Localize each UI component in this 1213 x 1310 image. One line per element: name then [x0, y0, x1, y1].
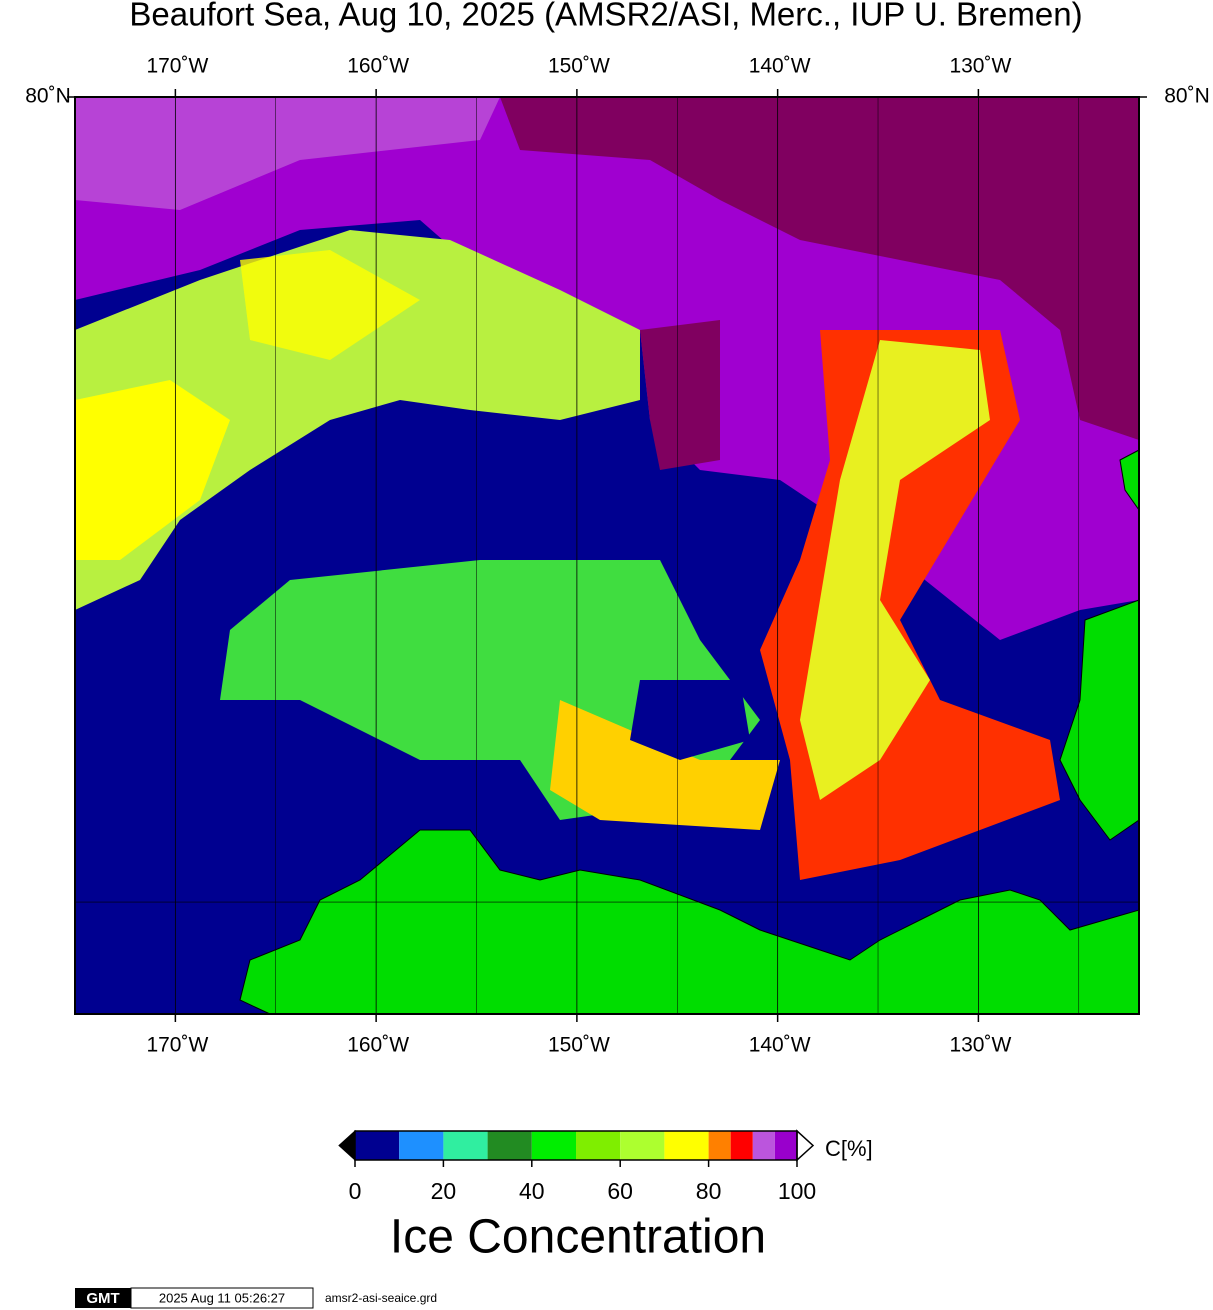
- logo: GMT: [86, 1290, 119, 1307]
- timestamp: 2025 Aug 11 05:26:27: [159, 1290, 285, 1305]
- lon-label: 150˚W: [548, 55, 610, 78]
- colorbar-bin: [730, 1131, 753, 1160]
- ice-zone: [550, 700, 780, 830]
- colorbar-tick-label: 100: [778, 1178, 816, 1204]
- colorbar-unit: C[%]: [825, 1136, 873, 1161]
- lon-label: 130˚W: [949, 1034, 1011, 1057]
- colorbar-bin: [487, 1131, 532, 1160]
- lon-label: 170˚W: [146, 1034, 208, 1057]
- file-name: amsr2-asi-seaice.grd: [325, 1291, 437, 1305]
- colorbar-bin: [774, 1131, 797, 1160]
- colorbar-bin: [708, 1131, 731, 1160]
- lon-label: 140˚W: [749, 1034, 811, 1057]
- timestamp-box: [130, 1287, 314, 1309]
- colorbar-tick-label: 0: [349, 1178, 362, 1204]
- ice-zone: [75, 230, 640, 610]
- colorbar-bin: [443, 1131, 488, 1160]
- ice-zone: [75, 380, 230, 560]
- ice-zone: [240, 250, 420, 360]
- ice-zone: [500, 97, 1139, 440]
- map-title: Beaufort Sea, Aug 10, 2025 (AMSR2/ASI, M…: [129, 0, 1082, 33]
- footer: GMT 2025 Aug 11 05:26:27 amsr2-asi-seaic…: [75, 1287, 437, 1309]
- map: [75, 97, 1140, 1015]
- graticule: 170˚W 170˚W 160˚W 160˚W 150˚W 150˚W 140˚W 140˚W…: [25, 55, 1210, 1057]
- colorbar-bin: [399, 1131, 444, 1160]
- lon-label: 160˚W: [347, 55, 409, 78]
- colorbar-bin: [664, 1131, 709, 1160]
- colorbar: 0 20 40 60 80 100: [338, 1129, 816, 1204]
- colorbar-title: Ice Concentration: [390, 1211, 766, 1264]
- lon-label: 170˚W: [146, 55, 208, 78]
- colorbar-bin: [355, 1131, 400, 1160]
- ice-zone: [640, 320, 720, 470]
- over-triangle: [796, 1129, 815, 1162]
- ice-zone: [75, 97, 500, 210]
- colorbar-tick-label: 80: [696, 1178, 722, 1204]
- colorbar-tick-label: 40: [519, 1178, 545, 1204]
- colorbar-bin: [531, 1131, 576, 1160]
- land: [239, 829, 1140, 1015]
- colorbar-tick-label: 60: [607, 1178, 633, 1204]
- colorbar-bin: [752, 1131, 775, 1160]
- ice-free-area: [630, 680, 750, 760]
- lon-label: 140˚W: [749, 55, 811, 78]
- colorbar-bin: [620, 1131, 665, 1160]
- under-triangle: [338, 1129, 356, 1162]
- lat-label: 80˚N: [1164, 85, 1210, 108]
- lon-label: 160˚W: [347, 1034, 409, 1057]
- colorbar-frame: [354, 1130, 798, 1161]
- map-frame: [74, 96, 1140, 1015]
- colorbar-bin: [576, 1131, 621, 1160]
- ice-zone: [800, 340, 990, 800]
- lon-label: 130˚W: [949, 55, 1011, 78]
- logo-box: [75, 1288, 131, 1308]
- colorbar-tick-label: 20: [431, 1178, 457, 1204]
- lon-label: 150˚W: [548, 1034, 610, 1057]
- lat-label: 80˚N: [25, 85, 71, 108]
